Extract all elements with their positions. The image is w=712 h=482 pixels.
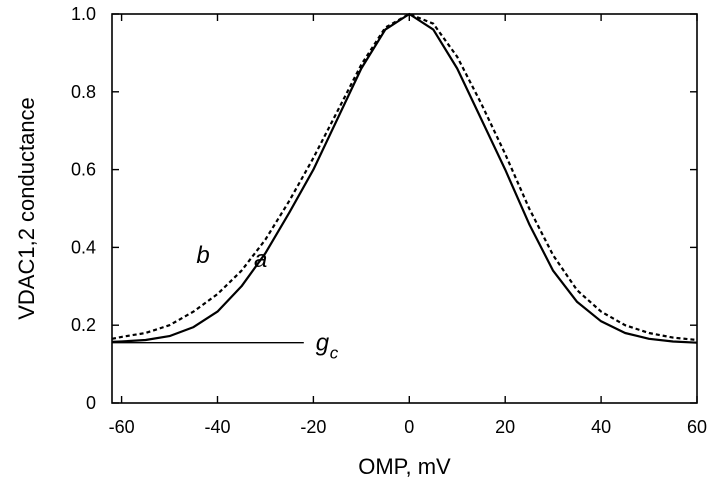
- x-tick-label: -40: [204, 417, 230, 437]
- y-tick-label: 0.8: [71, 82, 96, 102]
- y-axis-label: VDAC1,2 conductance: [14, 97, 39, 320]
- x-tick-label: -20: [300, 417, 326, 437]
- y-tick-label: 0: [86, 393, 96, 413]
- y-tick-label: 0.6: [71, 160, 96, 180]
- x-tick-label: 60: [687, 417, 707, 437]
- x-tick-label: 0: [404, 417, 414, 437]
- annotation-layer: g c b a: [112, 242, 339, 363]
- x-tick-label: 20: [495, 417, 515, 437]
- curve-label-a: a: [254, 246, 267, 273]
- plot-frame: [111, 13, 698, 404]
- y-tick-label: 1.0: [71, 4, 96, 24]
- y-tick-label: 0.4: [71, 237, 96, 257]
- x-axis-label: OMP, mV: [358, 454, 451, 479]
- y-tick-label: 0.2: [71, 315, 96, 335]
- series-b-line: [111, 12, 698, 342]
- ticks-layer: -60 -40 -20 0 20 40 60 0 0.2 0.4 0.6 0.8 1.0: [71, 4, 707, 437]
- curve-label-b: b: [196, 242, 209, 269]
- gc-label: g: [316, 330, 330, 357]
- series-layer: [111, 12, 698, 344]
- x-tick-label: -60: [109, 417, 135, 437]
- x-tick-label: 40: [591, 417, 611, 437]
- gc-label-subscript: c: [330, 344, 339, 363]
- series-a-line: [111, 12, 698, 344]
